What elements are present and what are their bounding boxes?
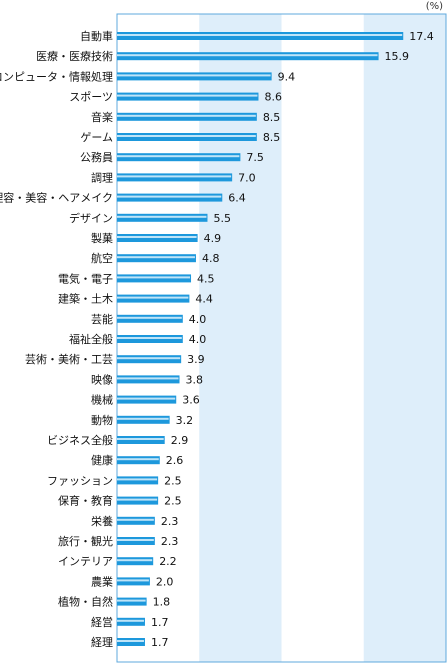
unit-label: (%) <box>425 1 443 12</box>
value-label: 3.9 <box>187 353 205 366</box>
bar-highlight <box>117 94 258 97</box>
bar-highlight <box>117 74 271 77</box>
background-band <box>281 14 364 662</box>
category-label: 製菓 <box>91 231 113 245</box>
value-label: 4.4 <box>195 293 213 306</box>
category-label: 芸術・美術・工芸 <box>25 353 113 366</box>
category-label: 芸能 <box>91 312 113 326</box>
value-label: 2.5 <box>164 474 182 487</box>
value-label: 7.0 <box>238 171 256 184</box>
value-label: 1.8 <box>153 596 171 609</box>
value-label: 2.3 <box>161 515 179 528</box>
bar-highlight <box>117 518 154 521</box>
value-label: 2.5 <box>164 495 182 508</box>
value-label: 8.6 <box>264 91 282 104</box>
category-label: 経理 <box>91 636 113 649</box>
category-label: 動物 <box>91 413 113 427</box>
category-label: ゲーム <box>80 131 113 144</box>
value-label: 4.8 <box>202 252 220 265</box>
value-label: 3.6 <box>182 394 200 407</box>
category-label: スポーツ <box>69 91 113 104</box>
bar-highlight <box>117 377 179 380</box>
bar-highlight <box>117 54 378 57</box>
value-label: 2.0 <box>156 575 174 588</box>
bar-highlight <box>117 337 182 339</box>
bar-highlight <box>117 579 149 582</box>
category-label: ビジネス全般 <box>47 433 113 447</box>
category-label: 映像 <box>91 373 113 386</box>
bar-highlight <box>117 397 176 400</box>
category-label: 保育・教育 <box>58 494 113 508</box>
value-label: 8.5 <box>263 131 281 144</box>
value-label: 7.5 <box>246 151 264 164</box>
value-label: 2.6 <box>166 454 184 467</box>
value-label: 4.0 <box>189 313 207 326</box>
bar-highlight <box>117 539 154 541</box>
category-label: 機械 <box>91 393 113 407</box>
bar-highlight <box>117 559 153 562</box>
category-label: 電気・電子 <box>58 271 113 285</box>
category-label: 栄養 <box>91 514 113 528</box>
value-label: 1.7 <box>151 636 169 649</box>
value-label: 8.5 <box>263 111 281 124</box>
value-label: 9.4 <box>278 70 296 83</box>
background-band <box>199 14 282 662</box>
value-label: 2.2 <box>159 555 177 568</box>
category-label: 福祉全般 <box>69 332 113 346</box>
category-label: 公務員 <box>80 150 113 164</box>
background-band <box>363 14 446 662</box>
bar-highlight <box>117 599 146 602</box>
value-label: 4.5 <box>197 272 215 285</box>
category-label: コンピュータ・情報処理 <box>0 70 113 83</box>
value-label: 3.2 <box>176 414 194 427</box>
category-label: 経営 <box>91 615 113 629</box>
value-label: 6.4 <box>228 192 246 205</box>
value-label: 4.0 <box>189 333 207 346</box>
bar-highlight <box>117 458 159 461</box>
category-label: ファッション <box>47 474 113 487</box>
bar-highlight <box>117 478 158 481</box>
bar-highlight <box>117 357 181 360</box>
category-label: 医療・医療技術 <box>36 49 113 63</box>
bar-highlight <box>117 276 191 279</box>
bar-highlight <box>117 296 189 299</box>
bar-highlight <box>117 195 222 198</box>
bar-highlight <box>117 256 195 259</box>
category-label: 健康 <box>91 453 113 467</box>
category-label: 旅行・観光 <box>58 534 113 548</box>
bar-highlight <box>117 236 197 238</box>
category-label: インテリア <box>58 555 113 568</box>
category-label: デザイン <box>69 211 113 225</box>
value-label: 15.9 <box>385 50 410 63</box>
value-label: 4.9 <box>204 232 222 245</box>
bar-highlight <box>117 135 256 137</box>
category-label: 建築・土木 <box>58 292 113 306</box>
bar-highlight <box>117 155 240 158</box>
value-label: 5.5 <box>213 212 231 225</box>
category-label: 航空 <box>91 251 113 265</box>
category-label: 自動車 <box>80 29 113 43</box>
bar-highlight <box>117 175 232 178</box>
bar-highlight <box>117 438 164 440</box>
bar-highlight <box>117 114 256 117</box>
value-label: 1.7 <box>151 616 169 629</box>
category-label: 植物・自然 <box>58 595 113 609</box>
category-label: 調理 <box>91 170 113 184</box>
value-label: 2.3 <box>161 535 179 548</box>
bar-highlight <box>117 619 144 622</box>
bar-highlight <box>117 498 158 501</box>
bar-highlight <box>117 640 144 642</box>
bar-highlight <box>117 316 182 319</box>
value-label: 2.9 <box>171 434 189 447</box>
category-label: 音楽 <box>91 110 113 124</box>
category-label: 理容・美容・ヘアメイク <box>0 191 113 205</box>
bar-highlight <box>117 34 403 36</box>
category-label: 農業 <box>91 574 113 588</box>
value-label: 3.8 <box>186 373 204 386</box>
value-label: 17.4 <box>409 30 434 43</box>
bar-highlight <box>117 417 169 420</box>
bar-highlight <box>117 215 207 218</box>
